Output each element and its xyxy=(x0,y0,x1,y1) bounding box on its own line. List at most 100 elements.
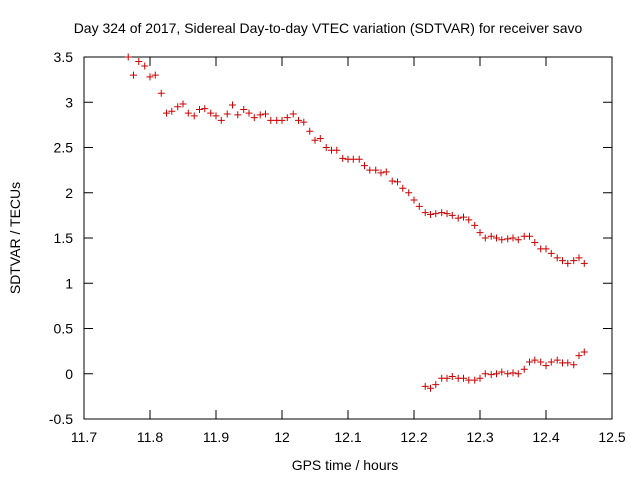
y-tick-label: 0 xyxy=(65,366,73,382)
data-point xyxy=(410,196,418,204)
y-tick-label: 3 xyxy=(65,94,73,110)
data-point xyxy=(427,210,434,218)
data-point xyxy=(168,107,176,115)
x-tick-label: 12.1 xyxy=(334,429,361,445)
data-point xyxy=(421,382,429,390)
data-point xyxy=(388,177,396,185)
data-point xyxy=(130,71,137,79)
data-point xyxy=(443,374,451,382)
data-point xyxy=(438,209,446,217)
data-point xyxy=(559,257,566,265)
data-point xyxy=(135,58,143,66)
y-tick-label: 3.5 xyxy=(54,49,74,65)
data-point xyxy=(394,178,401,186)
data-point xyxy=(580,259,588,267)
data-point xyxy=(311,136,319,144)
data-point xyxy=(366,166,374,174)
data-point xyxy=(514,370,522,378)
y-tick-labels: -0.5 0 0.5 1 1.5 2 2.5 3 3.5 xyxy=(49,49,73,427)
data-point xyxy=(498,368,506,376)
data-point xyxy=(575,254,583,262)
data-point xyxy=(163,109,170,117)
data-point xyxy=(399,184,407,192)
plot-frame xyxy=(83,56,613,420)
data-point xyxy=(443,210,451,218)
data-point xyxy=(322,144,330,151)
data-point xyxy=(564,259,572,267)
series-track-a xyxy=(124,53,588,267)
data-point xyxy=(377,169,385,177)
data-point xyxy=(448,372,456,380)
y-tick-label: 2.5 xyxy=(54,140,74,156)
data-point xyxy=(179,100,187,108)
x-tick-label: 12.4 xyxy=(532,429,559,445)
data-point xyxy=(355,155,363,163)
data-point xyxy=(547,249,555,257)
data-point xyxy=(553,356,561,364)
data-point xyxy=(283,114,291,122)
data-point xyxy=(481,234,489,242)
y-axis-label: SDTVAR / TECUs xyxy=(7,182,23,294)
data-point xyxy=(212,112,220,120)
data-point xyxy=(493,234,500,242)
data-point xyxy=(481,370,489,378)
y-tick-label: 1.5 xyxy=(54,230,74,246)
x-axis-label: GPS time / hours xyxy=(292,457,399,473)
data-point xyxy=(306,127,314,135)
data-point xyxy=(460,374,467,382)
data-point xyxy=(514,236,522,244)
data-point xyxy=(547,358,555,366)
data-point xyxy=(476,374,484,382)
data-point xyxy=(509,369,517,377)
data-point xyxy=(207,109,215,117)
data-point xyxy=(256,111,264,119)
series-track-b xyxy=(421,348,588,392)
data-point xyxy=(184,109,192,117)
data-point xyxy=(471,376,479,384)
data-point xyxy=(504,370,512,378)
data-point xyxy=(124,53,132,61)
data-point xyxy=(234,111,242,119)
data-point xyxy=(487,371,495,379)
data-point xyxy=(498,236,506,244)
data-point xyxy=(316,134,324,142)
x-tick-labels: 11.7 11.8 11.9 12 12.1 12.2 12.3 12.4 12.5 xyxy=(71,429,626,445)
data-point xyxy=(382,168,390,176)
data-point xyxy=(476,229,484,237)
axis-ticks xyxy=(83,56,613,420)
y-tick-label: 0.5 xyxy=(54,321,74,337)
data-point xyxy=(174,103,182,111)
data-point xyxy=(564,359,572,367)
data-point xyxy=(542,362,550,370)
data-point xyxy=(157,89,165,97)
data-point xyxy=(217,116,225,124)
data-point xyxy=(465,216,473,224)
y-tick-label: 1 xyxy=(65,275,73,291)
x-tick-label: 12.2 xyxy=(400,429,427,445)
chart-title: Day 324 of 2017, Sidereal Day-to-day VTE… xyxy=(74,20,583,36)
y-tick-label: 2 xyxy=(65,185,73,201)
data-point xyxy=(289,110,297,118)
data-point xyxy=(471,221,479,229)
data-point xyxy=(537,358,545,366)
data-point xyxy=(448,211,456,219)
data-point xyxy=(361,162,368,170)
data-point xyxy=(432,381,440,389)
x-tick-label: 12 xyxy=(274,429,290,445)
data-point xyxy=(493,370,500,378)
data-point xyxy=(553,254,561,262)
data-point xyxy=(278,116,286,124)
data-point xyxy=(229,101,236,109)
data-point xyxy=(196,105,203,113)
data-point xyxy=(580,348,588,356)
data-point xyxy=(520,365,528,373)
data-point xyxy=(333,146,341,154)
data-point xyxy=(504,235,512,243)
data-point xyxy=(339,154,347,162)
data-point xyxy=(531,356,539,364)
data-point xyxy=(526,358,533,366)
data-point xyxy=(223,110,231,118)
data-point xyxy=(372,166,380,174)
data-point xyxy=(250,114,258,122)
